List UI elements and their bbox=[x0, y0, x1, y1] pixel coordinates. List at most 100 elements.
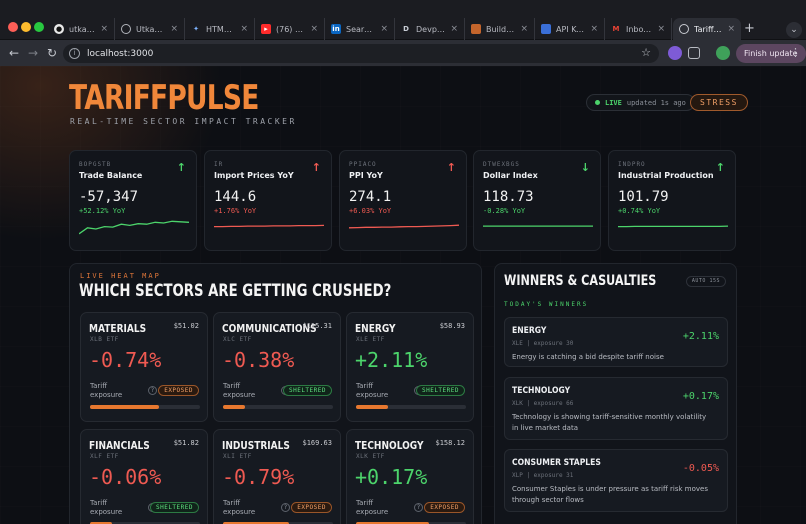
close-tab-icon[interactable]: × bbox=[240, 24, 248, 34]
browser-tab[interactable]: D Devpost× bbox=[395, 18, 465, 40]
indicator-card[interactable]: PPIACO ↑ PPI YoY 274.1 +6.03% YoY bbox=[339, 150, 467, 251]
tagline: REAL-TIME SECTOR IMPACT TRACKER bbox=[70, 117, 297, 126]
extensions-puzzle-icon[interactable] bbox=[688, 47, 700, 59]
close-tab-icon[interactable]: × bbox=[170, 24, 178, 34]
address-bar[interactable]: i localhost:3000 ☆ bbox=[63, 44, 659, 63]
close-tab-icon[interactable]: × bbox=[657, 24, 665, 34]
indicator-change: +52.12% YoY bbox=[79, 207, 126, 215]
indicator-name: Dollar Index bbox=[483, 171, 538, 180]
close-tab-icon[interactable]: × bbox=[520, 24, 528, 34]
arrow-up-icon: ↑ bbox=[176, 161, 186, 174]
new-tab-button[interactable]: + bbox=[744, 21, 755, 36]
youtube-icon: ▸ bbox=[261, 24, 271, 34]
sector-change: +2.11% bbox=[355, 348, 428, 372]
close-tab-icon[interactable]: × bbox=[450, 24, 458, 34]
sector-tile[interactable]: MATERIALS $51.02 XLB ETF -0.74% Tariff expos… bbox=[80, 312, 208, 422]
winner-card[interactable]: TECHNOLOGY XLK | exposure 66 +0.17% Technol… bbox=[504, 377, 728, 440]
sector-price: $169.63 bbox=[302, 439, 332, 447]
sector-price: $115.31 bbox=[302, 322, 332, 330]
browser-tab-bar: ● utkarshik× Utkarsh K× ✦ HTML to× ▸ (76… bbox=[0, 0, 806, 40]
indicator-change: +1.76% YoY bbox=[214, 207, 257, 215]
heat-map-kicker: LIVE HEAT MAP bbox=[80, 272, 161, 280]
live-label: LIVE bbox=[605, 98, 622, 107]
sector-price: $51.02 bbox=[173, 322, 199, 330]
exposure-badge: EXPOSED bbox=[291, 502, 332, 513]
indicator-name: Industrial Production bbox=[618, 171, 714, 180]
winners-panel: WINNERS & CASUALTIES AUTO 15S TODAY'S WI… bbox=[494, 263, 737, 524]
close-tab-icon[interactable]: × bbox=[380, 24, 388, 34]
close-tab-icon[interactable]: × bbox=[590, 24, 598, 34]
browser-tab[interactable]: ● utkarshik× bbox=[48, 18, 115, 40]
indicator-card[interactable]: INDPRO ↑ Industrial Production 101.79 +0.74%… bbox=[608, 150, 736, 251]
tariff-exposure-label: Tariff exposure bbox=[223, 499, 256, 516]
extension-icon[interactable] bbox=[668, 46, 682, 60]
url-text[interactable]: localhost:3000 bbox=[87, 48, 154, 59]
help-icon[interactable]: ? bbox=[414, 503, 423, 512]
help-icon[interactable]: ? bbox=[148, 386, 157, 395]
browser-tab[interactable]: API Key × bbox=[535, 18, 605, 40]
indicator-code: INDPRO bbox=[618, 161, 646, 168]
browser-tab[interactable]: in Search | L× bbox=[325, 18, 395, 40]
help-icon[interactable]: ? bbox=[281, 503, 290, 512]
exposure-bar-fill bbox=[356, 522, 429, 524]
winners-subtitle: TODAY'S WINNERS bbox=[504, 301, 589, 308]
browser-tab[interactable]: Utkarsh K× bbox=[115, 18, 185, 40]
exposure-bar bbox=[356, 522, 466, 524]
globe-icon bbox=[679, 24, 689, 34]
profile-avatar[interactable] bbox=[716, 46, 730, 60]
sector-tile[interactable]: TECHNOLOGY $158.12 XLK ETF +0.17% Tariff exp… bbox=[346, 429, 474, 524]
indicator-code: DTWEXBGS bbox=[483, 161, 520, 168]
sector-tile[interactable]: COMMUNICATIONS $115.31 XLC ETF -0.38% Tariff… bbox=[213, 312, 341, 422]
live-status-pill: LIVE updated 1s ago bbox=[586, 94, 695, 111]
sparkline-path bbox=[79, 220, 189, 235]
sector-tile[interactable]: ENERGY $58.93 XLE ETF +2.11% Tariff exposure… bbox=[346, 312, 474, 422]
browser-tab[interactable]: Building × bbox=[465, 18, 535, 40]
indicator-value: -57,347 bbox=[79, 189, 139, 205]
maximize-window-button[interactable] bbox=[34, 22, 44, 32]
tariff-exposure-label: Tariff exposure bbox=[90, 382, 123, 399]
indicator-card[interactable]: BOPGSTB ↑ Trade Balance -57,347 +52.12% YoY bbox=[69, 150, 197, 251]
browser-tab-active[interactable]: TariffPuls× bbox=[673, 18, 741, 40]
indicator-change: +6.03% YoY bbox=[349, 207, 392, 215]
sparkline bbox=[349, 224, 459, 229]
stress-mode-badge[interactable]: STRESS bbox=[690, 94, 748, 111]
minimize-window-button[interactable] bbox=[21, 22, 31, 32]
reload-icon[interactable]: ↻ bbox=[47, 46, 58, 60]
winner-card[interactable]: ENERGY XLE | exposure 30 +2.11% Energy is c… bbox=[504, 317, 728, 367]
indicator-card[interactable]: IR ↑ Import Prices YoY 144.6 +1.76% YoY bbox=[204, 150, 332, 251]
exposure-bar-fill bbox=[356, 405, 388, 409]
browser-menu-icon[interactable]: ⋮ bbox=[790, 46, 801, 59]
close-window-button[interactable] bbox=[8, 22, 18, 32]
tab-search-button[interactable]: ⌄ bbox=[786, 22, 802, 38]
forward-arrow-icon[interactable]: → bbox=[28, 46, 39, 60]
tariff-exposure-label: Tariff exposure bbox=[90, 499, 123, 516]
site-info-icon[interactable]: i bbox=[69, 48, 80, 59]
browser-toolbar: ← → ↻ i localhost:3000 ☆ Finish update ⋮ bbox=[0, 40, 806, 66]
browser-tab[interactable]: M Inbox (16× bbox=[605, 18, 672, 40]
sector-etf: XLI ETF bbox=[223, 453, 252, 460]
sector-tile[interactable]: INDUSTRIALS $169.63 XLI ETF -0.79% Tariff ex… bbox=[213, 429, 341, 524]
indicator-card[interactable]: DTWEXBGS ↓ Dollar Index 118.73 -0.28% YoY bbox=[473, 150, 601, 251]
close-tab-icon[interactable]: × bbox=[310, 24, 318, 34]
finish-update-button[interactable]: Finish update bbox=[736, 44, 806, 63]
exposure-badge: SHELTERED bbox=[415, 385, 465, 396]
sector-price: $58.93 bbox=[439, 322, 465, 330]
browser-tab[interactable]: ▸ (76) Alm× bbox=[255, 18, 325, 40]
back-arrow-icon[interactable]: ← bbox=[9, 46, 20, 60]
close-tab-icon[interactable]: × bbox=[100, 24, 108, 34]
exposure-badge: EXPOSED bbox=[424, 502, 465, 513]
devpost-icon: D bbox=[403, 25, 409, 33]
winner-card[interactable]: CONSUMER STAPLES XLP | exposure 31 -0.05% C… bbox=[504, 449, 728, 512]
sector-change: +0.17% bbox=[355, 465, 428, 489]
bookmark-star-icon[interactable]: ☆ bbox=[641, 46, 651, 59]
browser-tab[interactable]: ✦ HTML to× bbox=[185, 18, 255, 40]
api-icon bbox=[541, 24, 551, 34]
sparkle-icon: ✦ bbox=[193, 25, 199, 33]
close-tab-icon[interactable]: × bbox=[727, 24, 735, 34]
sector-tile[interactable]: FINANCIALS $51.82 XLF ETF -0.06% Tariff expo… bbox=[80, 429, 208, 524]
exposure-badge: SHELTERED bbox=[282, 385, 332, 396]
sector-name: MATERIALS bbox=[89, 322, 147, 335]
brand-logo: TARIFFPULSE bbox=[69, 78, 259, 118]
winner-description: Technology is showing tariff-sensitive m… bbox=[512, 413, 707, 432]
sector-name: COMMUNICATIONS bbox=[222, 322, 317, 335]
